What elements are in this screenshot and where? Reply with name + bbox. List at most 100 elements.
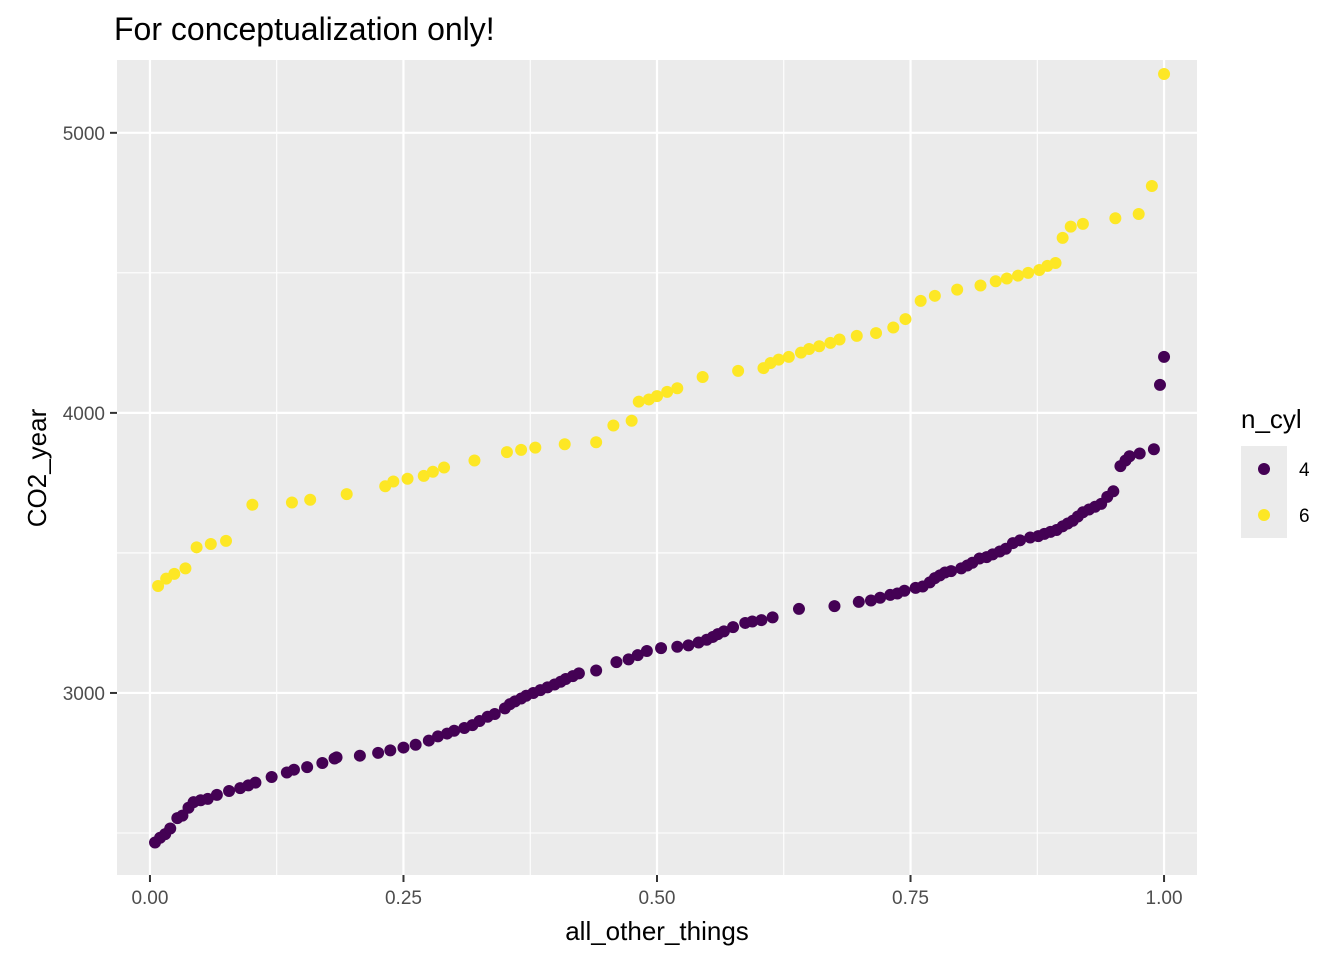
x-tick-label-4: 1.00 [1146,888,1183,909]
x-axis: 0.00 0.25 0.50 0.75 1.00 [131,875,1183,909]
point-n_cyl-6-28 [661,385,674,398]
point-n_cyl-4-14 [249,776,262,789]
point-n_cyl-6-48 [974,279,987,292]
point-n_cyl-6-16 [438,461,451,474]
point-n_cyl-6-55 [1049,257,1062,270]
point-n_cyl-4-71 [874,591,887,604]
point-n_cyl-6-35 [782,350,795,363]
point-n_cyl-6-12 [387,475,400,488]
data-points [149,68,1171,849]
point-n_cyl-4-66 [766,611,779,624]
point-n_cyl-4-25 [397,741,410,754]
grid-major [117,60,1197,875]
point-n_cyl-6-38 [813,340,826,353]
point-n_cyl-4-3 [164,822,177,835]
point-n_cyl-4-91 [1014,534,1027,547]
point-n_cyl-4-69 [852,595,865,608]
point-n_cyl-6-62 [1158,68,1171,81]
point-n_cyl-4-15 [265,770,278,783]
point-n_cyl-6-58 [1076,217,1089,230]
point-n_cyl-6-40 [833,333,846,346]
point-n_cyl-6-30 [696,371,709,384]
point-n_cyl-6-8 [285,496,298,509]
point-n_cyl-6-51 [1012,269,1025,282]
point-n_cyl-6-60 [1132,208,1145,221]
point-n_cyl-4-19 [316,756,329,769]
point-n_cyl-6-39 [824,336,837,349]
point-n_cyl-6-56 [1056,231,1069,244]
point-n_cyl-4-11 [223,784,236,797]
point-n_cyl-4-51 [622,653,635,666]
point-n_cyl-4-112 [1153,378,1166,391]
point-n_cyl-4-70 [864,594,877,607]
point-n_cyl-6-45 [914,294,927,307]
point-n_cyl-4-27 [422,734,435,747]
point-n_cyl-6-3 [179,562,192,575]
x-axis-title: all_other_things [565,916,749,946]
point-n_cyl-6-42 [870,327,883,340]
point-n_cyl-6-29 [671,382,684,395]
point-n_cyl-4-18 [301,761,314,774]
point-n_cyl-6-19 [515,443,528,456]
point-n_cyl-4-53 [640,644,653,657]
point-n_cyl-6-0 [152,579,165,592]
legend-marker-6 [1258,509,1270,521]
point-n_cyl-4-10 [210,788,223,801]
point-n_cyl-6-22 [590,436,603,449]
legend-label-4: 4 [1299,460,1310,481]
y-tick-label-1: 4000 [63,404,105,425]
point-n_cyl-6-7 [246,498,259,511]
point-n_cyl-4-48 [572,667,585,680]
point-n_cyl-4-113 [1158,350,1171,363]
point-n_cyl-6-6 [220,534,233,547]
point-n_cyl-4-26 [409,738,422,751]
point-n_cyl-6-13 [401,472,414,485]
y-tick-label-0: 3000 [63,684,105,705]
point-n_cyl-6-20 [529,441,542,454]
point-n_cyl-6-4 [190,541,203,554]
point-n_cyl-4-22 [353,749,366,762]
point-n_cyl-4-50 [610,656,623,669]
point-n_cyl-4-109 [1123,450,1136,463]
point-n_cyl-6-27 [651,390,663,403]
point-n_cyl-6-23 [607,419,620,432]
point-n_cyl-6-5 [204,537,217,550]
point-n_cyl-6-50 [1000,272,1013,285]
point-n_cyl-6-43 [887,321,900,334]
point-n_cyl-6-9 [304,493,317,506]
point-n_cyl-6-46 [928,289,941,302]
point-n_cyl-4-9 [201,792,214,805]
point-n_cyl-4-52 [631,649,644,662]
x-tick-label-1: 0.25 [385,888,422,909]
point-n_cyl-6-61 [1145,180,1158,193]
point-n_cyl-4-61 [717,625,730,638]
point-n_cyl-4-64 [746,615,759,628]
legend-title: n_cyl [1241,404,1302,434]
legend-marker-4 [1258,463,1270,475]
point-n_cyl-4-65 [755,614,768,627]
chart-title: For conceptualization only! [114,11,495,47]
point-n_cyl-6-37 [803,343,816,356]
point-n_cyl-6-52 [1022,266,1035,279]
point-n_cyl-4-81 [945,565,958,578]
point-n_cyl-4-49 [590,664,603,677]
point-n_cyl-4-62 [727,621,740,634]
point-n_cyl-6-15 [426,465,439,478]
point-n_cyl-4-106 [1107,485,1120,498]
point-n_cyl-4-30 [448,724,461,737]
point-n_cyl-6-24 [625,414,638,427]
point-n_cyl-4-35 [488,707,501,720]
point-n_cyl-6-49 [989,275,1002,288]
x-tick-label-0: 0.00 [131,888,168,909]
y-axis: 3000 4000 5000 [63,124,117,705]
point-n_cyl-4-54 [655,642,668,655]
legend: n_cyl 4 6 [1241,404,1310,538]
point-n_cyl-4-111 [1147,443,1160,456]
point-n_cyl-4-28 [431,730,444,743]
point-n_cyl-6-14 [417,469,430,482]
point-n_cyl-6-10 [340,488,353,501]
point-n_cyl-6-41 [850,329,863,342]
point-n_cyl-4-55 [671,640,684,653]
point-n_cyl-6-44 [899,313,912,326]
